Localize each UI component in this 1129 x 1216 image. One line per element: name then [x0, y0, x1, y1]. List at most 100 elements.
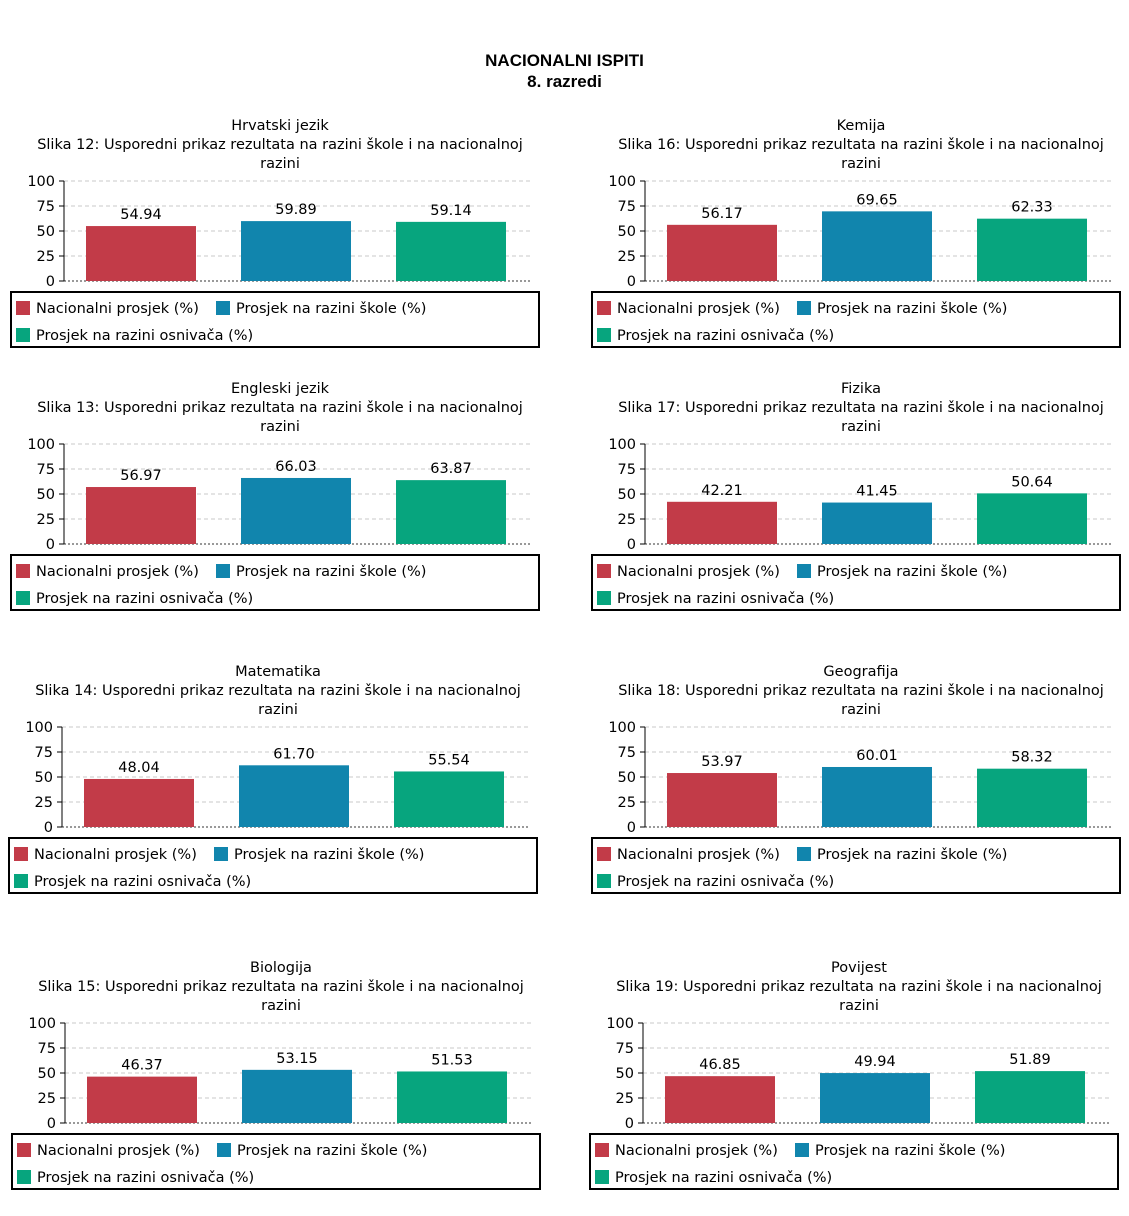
legend-label: Prosjek na razini osnivača (%)	[36, 328, 254, 344]
data-label: 58.32	[1011, 750, 1053, 766]
chart-legend: Nacionalni prosjek (%) Prosjek na razini …	[11, 1133, 541, 1190]
legend-swatch	[797, 564, 811, 578]
chart-heading: Geografija Slika 18: Usporedni prikaz rez…	[591, 663, 1129, 720]
y-tick-label: 0	[47, 1116, 56, 1132]
data-label: 61.70	[273, 746, 315, 762]
y-tick-label: 75	[618, 199, 636, 215]
y-tick-label: 25	[618, 512, 636, 528]
bar-nacionalni	[86, 487, 196, 544]
bar-skola	[822, 502, 932, 544]
data-label: 62.33	[1011, 200, 1053, 216]
bar-nacionalni	[87, 1076, 197, 1123]
y-tick-label: 0	[627, 820, 636, 836]
data-label: 66.03	[275, 459, 317, 475]
y-tick-label: 75	[38, 1041, 56, 1057]
chart-subject: Engleski jezik	[230, 381, 330, 397]
y-tick-label: 50	[37, 224, 55, 240]
data-label: 42.21	[701, 483, 743, 499]
y-tick-label: 50	[35, 770, 53, 786]
data-label: 60.01	[856, 748, 898, 764]
legend-swatch	[16, 564, 30, 578]
chart-caption: Slika 15: Usporedni prikaz rezultata na …	[38, 979, 524, 1014]
bar-nacionalni	[667, 224, 777, 281]
legend-item-osnivac: Prosjek na razini osnivača (%)	[597, 590, 834, 608]
legend-item-skola: Prosjek na razini škole (%)	[797, 846, 1007, 864]
legend-label: Nacionalni prosjek (%)	[37, 1143, 200, 1159]
y-tick-label: 75	[616, 1041, 634, 1057]
data-label: 46.37	[121, 1058, 163, 1074]
legend-swatch	[16, 328, 30, 342]
y-tick-label: 0	[46, 274, 55, 290]
bar-skola	[822, 211, 932, 281]
legend-item-nacionalni: Nacionalni prosjek (%)	[16, 300, 199, 318]
legend-swatch	[597, 328, 611, 342]
page-subtitle: 8. razredi	[527, 72, 602, 91]
y-tick-label: 25	[616, 1091, 634, 1107]
legend-label: Prosjek na razini osnivača (%)	[615, 1170, 833, 1186]
y-tick-label: 0	[627, 274, 636, 290]
legend-label: Prosjek na razini osnivača (%)	[36, 591, 254, 607]
chart-caption: Slika 13: Usporedni prikaz rezultata na …	[37, 400, 523, 435]
bar-plot: 100 75 50 25 0 46.37 53.15 51.53	[28, 1016, 531, 1132]
legend-label: Prosjek na razini škole (%)	[817, 564, 1008, 580]
legend-swatch	[216, 301, 230, 315]
data-label: 63.87	[430, 461, 472, 477]
data-label: 54.94	[120, 207, 162, 223]
chart-subject: Povijest	[831, 960, 887, 976]
legend-swatch	[17, 1143, 31, 1157]
legend-item-skola: Prosjek na razini škole (%)	[797, 563, 1007, 581]
bar-osnivac	[975, 1071, 1085, 1123]
bar-plot: 100 75 50 25 0 56.97 66.03 63.87	[27, 437, 530, 553]
data-label: 55.54	[428, 752, 470, 768]
bar-nacionalni	[667, 501, 777, 544]
chart-legend: Nacionalni prosjek (%) Prosjek na razini …	[8, 837, 538, 894]
legend-item-skola: Prosjek na razini škole (%)	[795, 1142, 1005, 1160]
legend-item-skola: Prosjek na razini škole (%)	[214, 846, 424, 864]
chart-heading: Biologija Slika 15: Usporedni prikaz rezu…	[11, 959, 551, 1016]
y-tick-label: 100	[28, 1016, 56, 1032]
legend-label: Prosjek na razini škole (%)	[236, 301, 427, 317]
chart-caption: Slika 14: Usporedni prikaz rezultata na …	[35, 683, 521, 718]
legend-swatch	[14, 847, 28, 861]
y-tick-label: 50	[38, 1066, 56, 1082]
legend-item-skola: Prosjek na razini škole (%)	[797, 300, 1007, 318]
y-tick-label: 25	[35, 795, 53, 811]
bar-skola	[241, 221, 351, 281]
bar-skola	[822, 766, 932, 827]
y-tick-label: 75	[37, 199, 55, 215]
data-label: 50.64	[1011, 474, 1053, 490]
y-tick-label: 50	[618, 770, 636, 786]
legend-label: Prosjek na razini škole (%)	[817, 847, 1008, 863]
bar-plot: 100 75 50 25 0 42.21 41.45 50.64	[608, 437, 1111, 553]
legend-item-nacionalni: Nacionalni prosjek (%)	[595, 1142, 778, 1160]
legend-swatch	[17, 1170, 31, 1184]
chart-subject: Biologija	[250, 960, 312, 976]
legend-label: Nacionalni prosjek (%)	[34, 847, 197, 863]
page-title: NACIONALNI ISPITI 8. razredi	[0, 50, 1129, 92]
y-tick-label: 100	[25, 720, 53, 736]
y-tick-label: 75	[37, 462, 55, 478]
y-tick-label: 75	[618, 462, 636, 478]
legend-label: Prosjek na razini škole (%)	[236, 564, 427, 580]
legend-label: Prosjek na razini osnivača (%)	[617, 328, 835, 344]
legend-swatch	[597, 564, 611, 578]
legend-label: Nacionalni prosjek (%)	[36, 564, 199, 580]
legend-label: Prosjek na razini osnivača (%)	[34, 874, 252, 890]
y-tick-label: 25	[37, 249, 55, 265]
data-label: 51.53	[431, 1052, 473, 1068]
y-tick-label: 0	[627, 537, 636, 553]
chart-legend: Nacionalni prosjek (%) Prosjek na razini …	[589, 1133, 1119, 1190]
legend-label: Prosjek na razini osnivača (%)	[617, 874, 835, 890]
legend-item-osnivac: Prosjek na razini osnivača (%)	[595, 1169, 832, 1187]
legend-swatch	[597, 874, 611, 888]
chart-caption: Slika 12: Usporedni prikaz rezultata na …	[37, 137, 523, 172]
legend-swatch	[216, 564, 230, 578]
chart-subject: Matematika	[235, 664, 321, 680]
legend-item-skola: Prosjek na razini škole (%)	[216, 300, 426, 318]
chart-heading: Povijest Slika 19: Usporedni prikaz rezul…	[589, 959, 1129, 1016]
data-label: 56.97	[120, 468, 162, 484]
bar-osnivac	[977, 493, 1087, 544]
chart-subject: Fizika	[841, 381, 881, 397]
y-tick-label: 100	[608, 437, 636, 453]
chart-heading: Hrvatski jezik Slika 12: Usporedni prikaz…	[10, 117, 550, 174]
